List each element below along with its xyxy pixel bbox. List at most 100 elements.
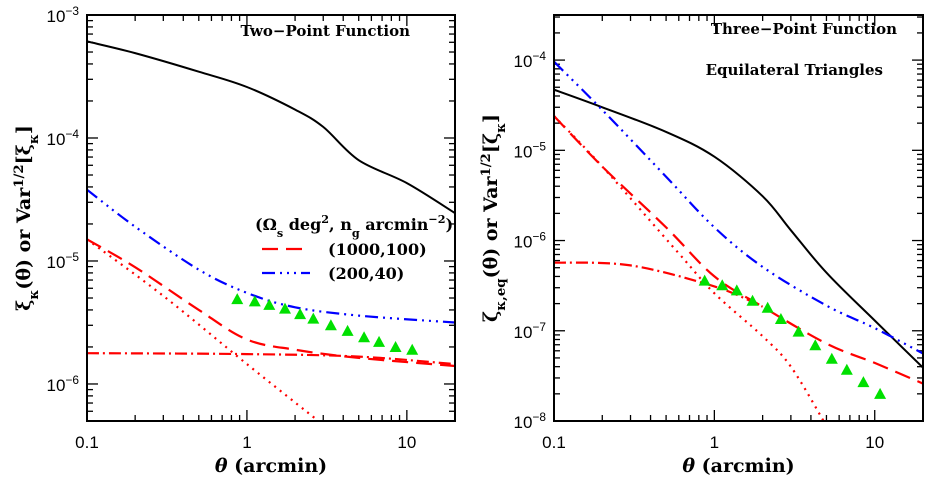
subscript: g bbox=[352, 226, 360, 240]
subscript: s bbox=[277, 226, 283, 240]
triangle-marker bbox=[874, 387, 887, 399]
superscript: −2 bbox=[428, 212, 445, 226]
triangle-marker bbox=[746, 294, 759, 306]
triangle-marker bbox=[406, 343, 419, 355]
triangle-marker bbox=[857, 376, 870, 388]
panel-title: Two−Point Function bbox=[240, 22, 410, 40]
legend-label: (1000,100) bbox=[328, 240, 427, 259]
series-line-dotted bbox=[554, 115, 825, 421]
subscript: κ,eq bbox=[494, 278, 509, 310]
text-part: ) bbox=[446, 215, 454, 234]
tick-exponent: −3 bbox=[65, 4, 79, 18]
y-tick-label: 10−6 bbox=[47, 373, 80, 395]
triangle-marker bbox=[716, 279, 729, 291]
panel-title: Three−Point Function bbox=[711, 20, 897, 38]
triangle-marker bbox=[324, 319, 337, 331]
x-tick-label: 0.1 bbox=[542, 433, 566, 452]
tick-exponent: −5 bbox=[65, 250, 79, 264]
x-axis-label: θ (arcmin) bbox=[215, 455, 327, 477]
series-line-dash-dot bbox=[87, 352, 455, 366]
x-tick-label: 1 bbox=[710, 433, 719, 452]
text-part: ] bbox=[13, 125, 35, 134]
series-line-dotted bbox=[87, 238, 320, 421]
theta-symbol: θ bbox=[215, 455, 228, 477]
series-group bbox=[554, 60, 923, 421]
x-axis-unit: (arcmin) bbox=[228, 455, 328, 477]
series-line-long-dash bbox=[554, 115, 923, 385]
series-line-solid bbox=[87, 40, 455, 214]
superscript: 2 bbox=[321, 212, 329, 226]
tick-base: 10 bbox=[47, 130, 66, 149]
y-tick-label: 10−6 bbox=[514, 230, 547, 252]
tick-base: 10 bbox=[514, 142, 533, 161]
x-tick-label: 10 bbox=[865, 433, 884, 452]
text-part: [ζ bbox=[480, 133, 502, 153]
y-tick-label: 10−3 bbox=[47, 4, 80, 26]
triangle-marker bbox=[278, 302, 291, 314]
series-line-dash-dot-dot-dot bbox=[554, 60, 923, 355]
triangle-marker bbox=[341, 324, 354, 336]
tick-exponent: −4 bbox=[532, 49, 546, 63]
triangle-marker bbox=[774, 313, 787, 325]
tick-exponent: −8 bbox=[532, 410, 546, 424]
tick-base: 10 bbox=[47, 376, 66, 395]
y-axis-label: ζκ,eq(θ) or Var1/2[ζκ] bbox=[479, 114, 509, 322]
tick-exponent: −4 bbox=[65, 127, 79, 141]
tick-exponent: −7 bbox=[532, 320, 546, 334]
triangle-marker bbox=[840, 363, 853, 375]
tick-base: 10 bbox=[514, 323, 533, 342]
marker-series bbox=[698, 274, 887, 399]
subscript: κ bbox=[494, 123, 509, 133]
x-axis-label: θ (arcmin) bbox=[682, 455, 794, 477]
text-part: (Ω bbox=[255, 215, 277, 234]
legend-label: (200,40) bbox=[328, 264, 404, 283]
tick-exponent: −6 bbox=[65, 373, 79, 387]
text-part: , n bbox=[329, 215, 352, 234]
tick-exponent: −5 bbox=[532, 139, 546, 153]
series-group bbox=[87, 40, 455, 421]
y-tick-label: 10−5 bbox=[514, 139, 547, 161]
triangle-marker bbox=[698, 274, 711, 286]
plot-frame bbox=[553, 14, 924, 422]
triangle-marker bbox=[307, 312, 320, 324]
marker-series bbox=[231, 293, 419, 355]
triangle-marker bbox=[761, 301, 774, 313]
x-tick-label: 0.1 bbox=[75, 433, 99, 452]
plot-frame bbox=[86, 14, 456, 422]
text-part: (θ) or Var bbox=[13, 187, 35, 290]
triangle-marker bbox=[730, 284, 743, 296]
tick-base: 10 bbox=[514, 52, 533, 71]
text-part: ] bbox=[480, 114, 502, 123]
panel-title: Equilateral Triangles bbox=[706, 61, 883, 79]
text-part: (θ) or Var bbox=[480, 176, 502, 279]
tick-exponent: −6 bbox=[532, 230, 546, 244]
triangle-marker bbox=[825, 352, 838, 364]
y-axis-label: ξκ(θ) or Var1/2[ξκ] bbox=[12, 125, 42, 311]
subscript: κ bbox=[27, 134, 42, 144]
subscript: κ bbox=[27, 290, 42, 300]
y-tick-label: 10−5 bbox=[47, 250, 80, 272]
triangle-marker bbox=[231, 293, 244, 305]
x-tick-label: 1 bbox=[242, 433, 251, 452]
triangle-marker bbox=[248, 295, 261, 307]
y-tick-label: 10−8 bbox=[514, 410, 547, 432]
triangle-marker bbox=[294, 308, 307, 320]
tick-base: 10 bbox=[47, 7, 66, 26]
x-tick-label: 10 bbox=[397, 433, 416, 452]
tick-base: 10 bbox=[514, 413, 533, 432]
theta-symbol: θ bbox=[682, 455, 695, 477]
text-part: ζ bbox=[480, 311, 502, 322]
text-part: ξ bbox=[13, 300, 35, 311]
tick-base: 10 bbox=[47, 253, 66, 272]
y-tick-label: 10−4 bbox=[47, 127, 80, 149]
tick-base: 10 bbox=[514, 233, 533, 252]
triangle-marker bbox=[809, 339, 822, 351]
series-line-solid bbox=[554, 88, 923, 369]
legend-title: (Ωs deg2, ng arcmin−2) bbox=[255, 212, 453, 240]
y-tick-label: 10−4 bbox=[514, 49, 547, 71]
triangle-marker bbox=[389, 340, 402, 352]
series-line-dash-dot bbox=[554, 261, 764, 308]
legend: (Ωs deg2, ng arcmin−2)(1000,100)(200,40) bbox=[255, 212, 453, 283]
